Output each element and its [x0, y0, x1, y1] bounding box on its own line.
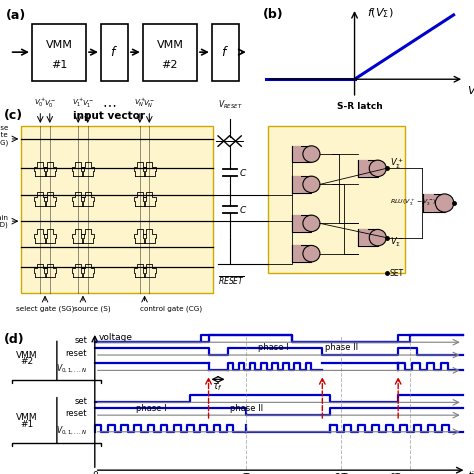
Text: S-R latch: S-R latch	[337, 102, 383, 111]
Text: $2T+\tau_{reset}$: $2T+\tau_{reset}$	[390, 472, 429, 474]
Text: (a): (a)	[6, 9, 26, 22]
Text: $f$: $f$	[110, 45, 118, 59]
Text: VMM: VMM	[16, 350, 37, 359]
FancyBboxPatch shape	[423, 194, 445, 212]
FancyBboxPatch shape	[21, 126, 213, 292]
Text: $V_N^-$: $V_N^-$	[143, 98, 155, 109]
Text: control gate (CG): control gate (CG)	[139, 306, 202, 312]
FancyBboxPatch shape	[292, 146, 301, 162]
FancyBboxPatch shape	[292, 246, 311, 262]
FancyBboxPatch shape	[101, 24, 128, 81]
Text: $C$: $C$	[239, 167, 247, 178]
Text: $V_\Sigma^+$: $V_\Sigma^+$	[390, 157, 403, 171]
Text: set: set	[74, 337, 87, 346]
FancyBboxPatch shape	[32, 24, 86, 81]
Text: $V_1^+$: $V_1^+$	[72, 96, 84, 109]
Text: $V_0^+$: $V_0^+$	[34, 96, 46, 109]
Text: VMM: VMM	[156, 40, 183, 50]
FancyBboxPatch shape	[143, 24, 197, 81]
Text: $V_\Sigma$: $V_\Sigma$	[466, 84, 474, 98]
Text: #1: #1	[20, 419, 33, 428]
Text: $T$: $T$	[242, 472, 251, 474]
Text: $RLU(V_\Sigma^+ - V_\Sigma^-)$: $RLU(V_\Sigma^+ - V_\Sigma^-)$	[390, 198, 437, 208]
Text: $V_\Sigma^-$: $V_\Sigma^-$	[390, 235, 403, 249]
FancyBboxPatch shape	[358, 160, 368, 177]
FancyBboxPatch shape	[358, 229, 368, 246]
Text: $\overline{RESET}$: $\overline{RESET}$	[218, 276, 245, 288]
Ellipse shape	[436, 194, 454, 212]
Text: reset: reset	[66, 410, 87, 419]
Text: $\cdots$: $\cdots$	[102, 97, 116, 111]
Ellipse shape	[369, 160, 386, 177]
Text: phase I: phase I	[137, 404, 167, 412]
Text: 0: 0	[92, 472, 98, 474]
Text: #2: #2	[20, 357, 33, 366]
FancyBboxPatch shape	[292, 176, 301, 192]
Ellipse shape	[303, 146, 320, 162]
FancyBboxPatch shape	[292, 246, 301, 262]
Ellipse shape	[303, 246, 320, 262]
Ellipse shape	[303, 215, 320, 232]
Text: phase II: phase II	[325, 344, 358, 353]
FancyBboxPatch shape	[292, 215, 311, 232]
Text: $V_1^-$: $V_1^-$	[82, 98, 94, 109]
Text: $V_N^+$: $V_N^+$	[134, 96, 146, 109]
Text: voltage: voltage	[99, 333, 133, 342]
FancyBboxPatch shape	[292, 215, 301, 232]
Text: VMM: VMM	[16, 413, 37, 422]
Text: reset: reset	[66, 349, 87, 358]
Text: $V_0^-$: $V_0^-$	[44, 98, 56, 109]
Ellipse shape	[303, 176, 320, 192]
Text: select gate (SG): select gate (SG)	[16, 306, 74, 312]
FancyBboxPatch shape	[268, 126, 405, 273]
Text: $2T$: $2T$	[334, 472, 349, 474]
FancyBboxPatch shape	[358, 229, 378, 246]
Text: VMM: VMM	[46, 40, 73, 50]
Text: set: set	[74, 397, 87, 406]
Text: (d): (d)	[4, 333, 25, 346]
Text: $\tau_f$: $\tau_f$	[212, 381, 224, 393]
Text: $f(V_\Sigma)$: $f(V_\Sigma)$	[367, 7, 394, 20]
FancyBboxPatch shape	[292, 146, 311, 162]
FancyBboxPatch shape	[358, 160, 378, 177]
FancyBboxPatch shape	[423, 194, 434, 212]
Text: #2: #2	[162, 60, 178, 70]
Text: $C$: $C$	[239, 204, 247, 215]
Text: input vector: input vector	[73, 111, 145, 121]
Text: $V_{RESET}$: $V_{RESET}$	[218, 98, 242, 111]
FancyBboxPatch shape	[292, 176, 311, 192]
Text: time: time	[468, 471, 474, 474]
FancyBboxPatch shape	[212, 24, 239, 81]
Text: source (S): source (S)	[74, 306, 111, 312]
Text: drain
(D): drain (D)	[0, 215, 9, 228]
Ellipse shape	[369, 229, 386, 246]
Text: phase II: phase II	[230, 404, 263, 412]
Text: erase
gate
(EG): erase gate (EG)	[0, 125, 9, 146]
Text: SET: SET	[390, 269, 404, 278]
Text: phase I: phase I	[258, 344, 288, 353]
Text: $V_{0,1,...N}$: $V_{0,1,...N}$	[55, 363, 87, 375]
Text: $V_{0,1,...N}$: $V_{0,1,...N}$	[55, 424, 87, 437]
Text: $f$: $f$	[221, 45, 229, 59]
Text: (c): (c)	[4, 109, 23, 122]
Text: (b): (b)	[264, 8, 284, 21]
Text: #1: #1	[51, 60, 67, 70]
